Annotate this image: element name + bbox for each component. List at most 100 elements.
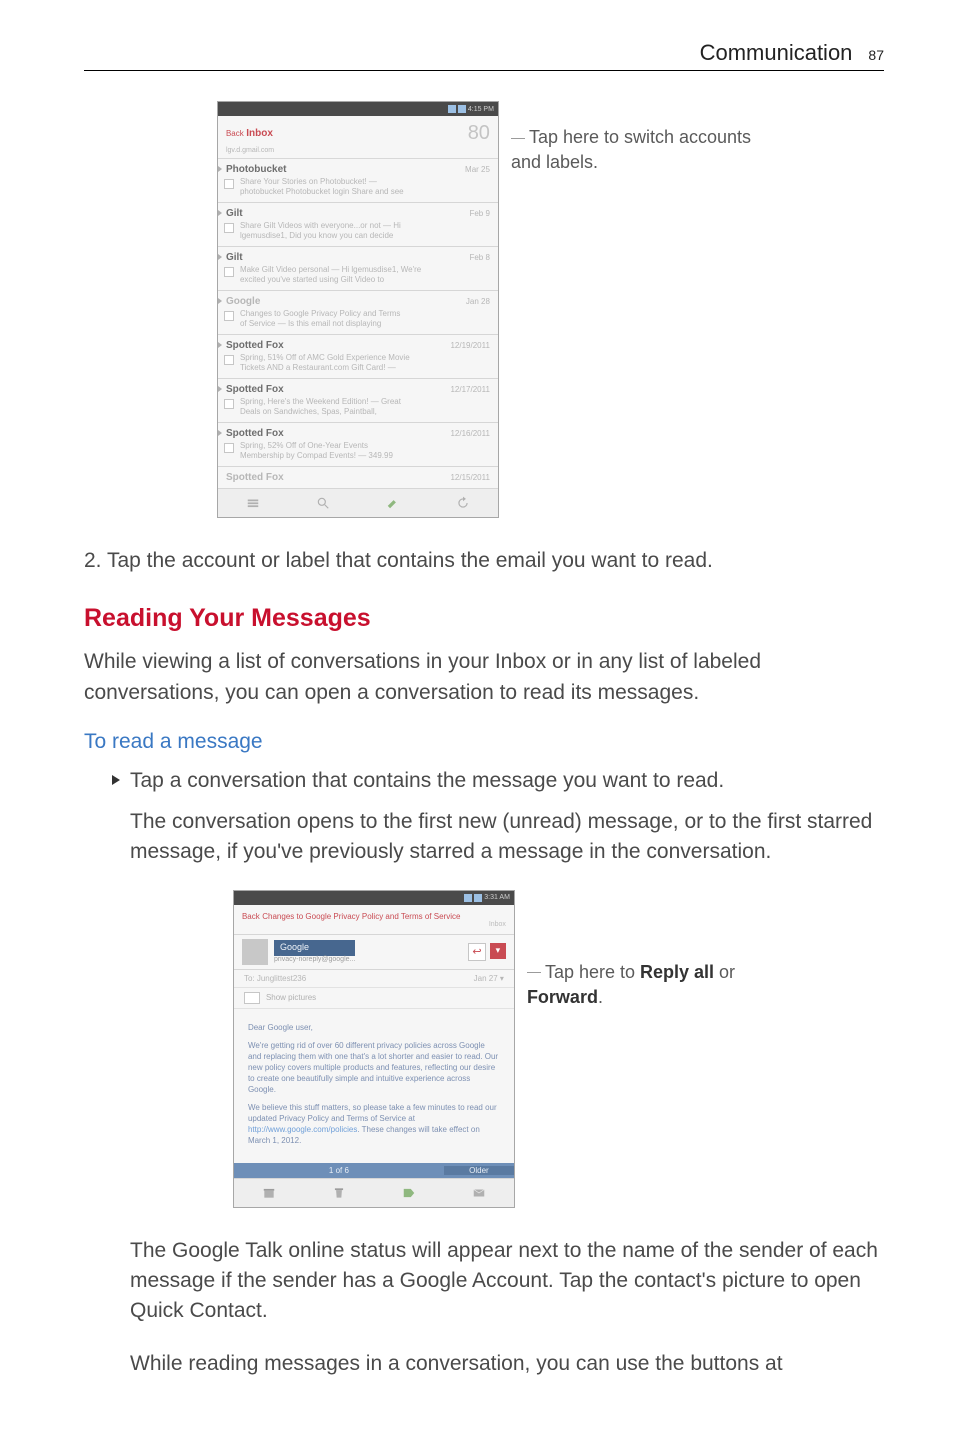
signal-icon — [448, 105, 456, 113]
checkbox-icon[interactable] — [224, 355, 234, 365]
page-header: Communication 87 — [84, 40, 884, 71]
callout-leader-line — [527, 972, 541, 973]
paragraph: While viewing a list of conversations in… — [84, 647, 884, 708]
checkbox-icon[interactable] — [224, 311, 234, 321]
sender: Spotted Fox — [226, 384, 284, 395]
callout-text: or — [714, 962, 735, 982]
mail-item[interactable]: GiltFeb 8 Make Gilt Video personal — Hi … — [218, 247, 498, 291]
show-pictures-row[interactable]: Show pictures — [234, 988, 514, 1009]
reply-button[interactable]: ↩ — [468, 943, 486, 961]
sender: Photobucket — [226, 164, 287, 175]
callout-text: . — [598, 987, 603, 1007]
sender-row[interactable]: Google privacy-noreply@google... ↩ ▾ — [234, 934, 514, 970]
callout-text: Tap here to switch accounts — [529, 127, 751, 147]
bullet-triangle-icon — [112, 775, 120, 785]
mail-date: Mar 25 — [465, 165, 490, 174]
reply-controls: ↩ ▾ — [468, 943, 506, 961]
mail-date: Jan 28 — [466, 297, 490, 306]
expand-icon — [218, 386, 222, 392]
delete-icon[interactable] — [332, 1186, 346, 1200]
older-button[interactable]: Older — [444, 1166, 514, 1175]
mail-date: 12/16/2011 — [450, 429, 489, 438]
snippet: Spring, 52% Off of One-Year Events — [240, 441, 368, 450]
mail-item[interactable]: Photobucket Mar 25 Share Your Stories on … — [218, 159, 498, 203]
inbox-header[interactable]: Back Inbox 80 — [218, 116, 498, 147]
reply-icon: ↩ — [472, 945, 481, 958]
message-subject: Changes to Google Privacy Policy and Ter… — [262, 912, 460, 921]
expand-icon — [218, 210, 222, 216]
mark-unread-icon[interactable] — [472, 1186, 486, 1200]
figure-inbox: 4:15 PM Back Inbox 80 lgv.d.gmail.com Ph… — [84, 101, 884, 518]
bottom-toolbar — [218, 488, 498, 517]
back-label[interactable]: Back — [242, 912, 260, 921]
mail-date: Feb 8 — [469, 253, 489, 262]
nav-bar[interactable]: 1 of 6 Older — [234, 1163, 514, 1178]
account-email: lgv.d.gmail.com — [218, 147, 498, 159]
reply-menu-button[interactable]: ▾ — [490, 943, 506, 959]
figure-message: 3:31 AM Back Changes to Google Privacy P… — [84, 890, 884, 1208]
policies-link[interactable]: http://www.google.com/policies — [248, 1125, 357, 1134]
to-line: To: Junglittest236 — [244, 974, 306, 983]
snippet: lgemusdise1, Did you know you can decide — [240, 231, 393, 240]
inbox-title: Inbox — [246, 128, 273, 139]
heading-to-read-message: To read a message — [84, 730, 884, 754]
callout-switch-accounts: Tap here to switch accounts and labels. — [511, 125, 751, 175]
sender: Spotted Fox — [226, 472, 284, 483]
mail-item[interactable]: Spotted Fox12/16/2011 Spring, 52% Off of… — [218, 423, 498, 467]
paragraph: While reading messages in a conversation… — [130, 1349, 884, 1379]
battery-icon — [474, 894, 482, 902]
mail-date: 12/17/2011 — [450, 385, 489, 394]
checkbox-icon[interactable] — [224, 267, 234, 277]
labels-icon[interactable] — [402, 1186, 416, 1200]
mail-date: 12/19/2011 — [450, 341, 489, 350]
label-inbox: Inbox — [242, 921, 506, 928]
bullet-text: Tap a conversation that contains the mes… — [130, 766, 724, 796]
expand-icon — [218, 254, 222, 260]
sender: Gilt — [226, 208, 243, 219]
callout-bold: Reply all — [640, 962, 714, 982]
message-paragraph: We believe this stuff matters, so please… — [248, 1103, 500, 1146]
checkbox-icon[interactable] — [224, 443, 234, 453]
heading-reading-messages: Reading Your Messages — [84, 604, 884, 633]
snippet: excited you've started using Gilt Video … — [240, 275, 384, 284]
checkbox-icon[interactable] — [224, 399, 234, 409]
refresh-icon[interactable] — [456, 496, 470, 510]
mail-item[interactable]: Spotted Fox12/19/2011 Spring, 51% Off of… — [218, 335, 498, 379]
message-greeting: Dear Google user, — [248, 1023, 500, 1034]
message-title-row: Back Changes to Google Privacy Policy an… — [234, 905, 514, 934]
phone-screenshot-message: 3:31 AM Back Changes to Google Privacy P… — [233, 890, 515, 1208]
mail-item[interactable]: Spotted Fox 12/17/2011 Spring, Here's the… — [218, 379, 498, 423]
checkbox-icon[interactable] — [224, 223, 234, 233]
callout-text: and labels. — [511, 152, 598, 172]
labels-icon[interactable] — [246, 496, 260, 510]
snippet: Share Gilt Videos with everyone...or not… — [240, 221, 401, 230]
snippet: Make Gilt Video personal — Hi lgemusdise… — [240, 265, 421, 274]
step-2-text: 2. Tap the account or label that contain… — [84, 546, 884, 576]
search-icon[interactable] — [316, 496, 330, 510]
mail-item[interactable]: Gilt Feb 9 Share Gilt Videos with everyon… — [218, 203, 498, 247]
contact-name: Google — [274, 940, 355, 956]
bullet-item: Tap a conversation that contains the mes… — [84, 766, 884, 796]
snippet: Share Your Stories on Photobucket! — — [240, 177, 377, 186]
mail-date: 12/15/2011 — [450, 473, 489, 482]
back-label: Back — [226, 129, 244, 138]
mail-item[interactable]: GoogleJan 28 Changes to Google Privacy P… — [218, 291, 498, 335]
inbox-count: 80 — [468, 122, 490, 145]
avatar[interactable] — [242, 939, 268, 965]
phone-screenshot-inbox: 4:15 PM Back Inbox 80 lgv.d.gmail.com Ph… — [217, 101, 499, 518]
compose-icon[interactable] — [386, 496, 400, 510]
snippet: Spring, 51% Off of AMC Gold Experience M… — [240, 353, 410, 362]
mail-date: Feb 9 — [469, 209, 489, 218]
snippet: Spring, Here's the Weekend Edition! — Gr… — [240, 397, 401, 406]
archive-icon[interactable] — [262, 1186, 276, 1200]
mail-item[interactable]: Spotted Fox 12/15/2011 — [218, 467, 498, 488]
checkbox-icon[interactable] — [224, 179, 234, 189]
message-body: Dear Google user, We're getting rid of o… — [234, 1009, 514, 1163]
chapter-title: Communication — [700, 40, 853, 66]
show-pictures-label: Show pictures — [266, 993, 316, 1002]
snippet: of Service — Is this email not displayin… — [240, 319, 381, 328]
snippet: photobucket Photobucket login Share and … — [240, 187, 404, 196]
expand-icon — [218, 430, 222, 436]
expand-icon — [218, 166, 222, 172]
snippet: Tickets AND a Restaurant.com Gift Card! … — [240, 363, 396, 372]
